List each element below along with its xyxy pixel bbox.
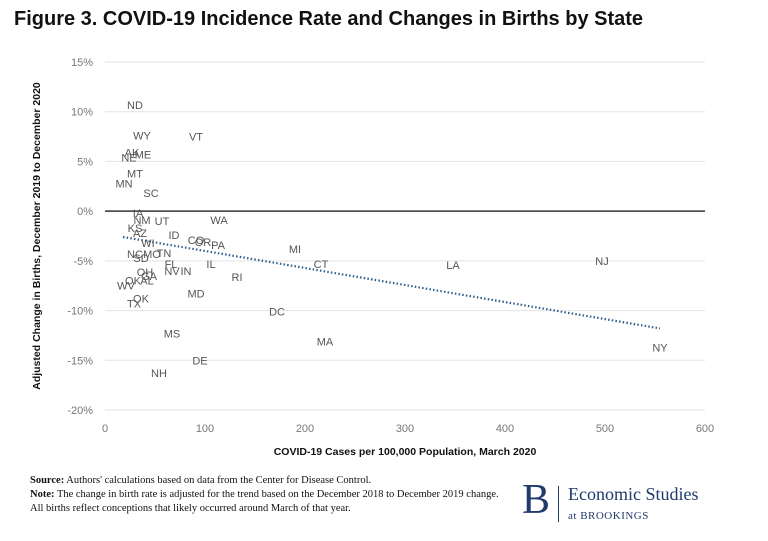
state-point-label: TX: [127, 299, 142, 311]
source-label: Source:: [30, 475, 65, 486]
x-tick-labels: 0 100 200 300 400 500 600: [102, 423, 714, 435]
y-tick-label: -5%: [73, 256, 93, 268]
footer-notes: Source: Authors' calculations based on d…: [30, 474, 500, 516]
state-point-label: OK: [125, 276, 142, 288]
y-tick-labels: 15% 10% 5% 0% -5% -10% -15% -20%: [67, 57, 93, 417]
state-point-label: DE: [192, 355, 207, 367]
x-tick-label: 400: [496, 423, 514, 435]
state-point-label: PA: [211, 240, 226, 252]
state-point-label: FL: [165, 259, 178, 271]
state-point-label: SC: [143, 188, 158, 200]
y-tick-label: 10%: [71, 107, 93, 119]
scatter-chart: 15% 10% 5% 0% -5% -10% -15% -20% 0 100 200 300 400 5…: [31, 57, 714, 458]
note: Note: The change in birth rate is adjust…: [30, 488, 500, 516]
state-point-label: IL: [206, 259, 215, 271]
note-text: The change in birth rate is adjusted for…: [30, 489, 499, 514]
state-point-label: OR: [195, 237, 212, 249]
state-point-label: UT: [155, 216, 170, 228]
state-point-label: OH: [137, 267, 154, 279]
y-tick-label: -10%: [67, 306, 93, 318]
y-tick-label: 0%: [77, 206, 93, 218]
state-point-label: VT: [189, 132, 203, 144]
state-point-label: NY: [652, 342, 668, 354]
state-point-label: SD: [133, 253, 148, 265]
state-point-label: NC: [127, 249, 143, 261]
state-point-label: AL: [140, 276, 153, 288]
brand-name: Economic Studies: [568, 484, 699, 504]
state-point-label: CT: [314, 259, 329, 271]
y-axis-title: Adjusted Change in Births, December 2019…: [31, 82, 43, 390]
state-point-label: MD: [187, 289, 204, 301]
y-tick-label: 15%: [71, 57, 93, 69]
state-point-label: MA: [317, 336, 334, 348]
state-point-label: DC: [269, 307, 285, 319]
state-point-label: MN: [115, 178, 132, 190]
state-point-label: ID: [169, 230, 180, 242]
brand-subtitle: at BROOKINGS: [568, 510, 649, 522]
source-note: Source: Authors' calculations based on d…: [30, 474, 500, 488]
state-point-label: ND: [127, 100, 143, 112]
x-tick-label: 100: [196, 423, 214, 435]
x-tick-label: 500: [596, 423, 614, 435]
brand-letter: B: [522, 477, 551, 523]
source-text: Authors' calculations based on data from…: [66, 475, 372, 486]
state-point-label: RI: [232, 272, 243, 284]
state-point-label: CO: [188, 235, 205, 247]
y-tick-label: 5%: [77, 156, 93, 168]
state-point-label: WY: [133, 131, 151, 143]
state-point-label: AK: [125, 147, 140, 159]
state-point-label: NJ: [595, 256, 608, 268]
y-tick-label: -20%: [67, 405, 93, 417]
state-point-label: ME: [135, 149, 152, 161]
state-point-label: MO: [143, 249, 161, 261]
trendline: [122, 235, 661, 330]
state-point-label: IN: [181, 266, 192, 278]
state-point-label: MT: [127, 168, 143, 180]
note-label: Note:: [30, 489, 55, 500]
x-tick-label: 200: [296, 423, 314, 435]
x-tick-label: 300: [396, 423, 414, 435]
state-point-label: OK: [133, 294, 150, 306]
x-axis-title: COVID-19 Cases per 100,000 Population, M…: [274, 446, 537, 458]
state-point-label: KS: [128, 223, 143, 235]
state-point-label: NM: [133, 215, 150, 227]
x-tick-label: 600: [696, 423, 714, 435]
state-point-label: GA: [141, 271, 158, 283]
state-point-label: WA: [210, 215, 228, 227]
state-point-label: MS: [164, 328, 181, 340]
brand-divider: [558, 486, 559, 522]
state-point-label: MI: [289, 244, 301, 256]
brookings-logo: B Economic Studies at BROOKINGS: [522, 478, 762, 526]
x-tick-label: 0: [102, 423, 108, 435]
state-point-label: NV: [164, 266, 180, 278]
state-point-label: TN: [157, 248, 172, 260]
state-point-label: WV: [117, 281, 135, 293]
gridlines: [105, 61, 705, 411]
figure-title: Figure 3. COVID-19 Incidence Rate and Ch…: [14, 8, 644, 30]
state-point-label: AZ: [133, 228, 147, 240]
trend-line: [122, 235, 661, 330]
state-point-label: LA: [446, 260, 460, 272]
state-point-label: NE: [121, 152, 136, 164]
state-point-label: NH: [151, 368, 167, 380]
y-tick-label: -15%: [67, 355, 93, 367]
state-point-label: WI: [141, 238, 154, 250]
state-point-label: IA: [133, 208, 144, 220]
